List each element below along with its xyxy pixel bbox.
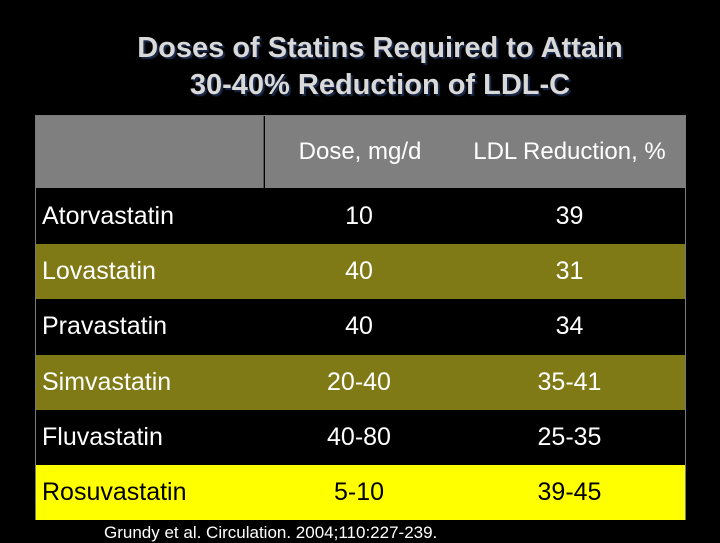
table-row: Simvastatin 20-40 35-41 — [36, 354, 685, 410]
drug-name-cell: Atorvastatin — [42, 202, 175, 231]
table-row: Fluvastatin 40-80 25-35 — [36, 409, 685, 465]
dose-cell: 40 — [345, 257, 373, 286]
slide-title: Doses of Statins Required to Attain 30-4… — [0, 30, 720, 104]
statin-dose-table: Dose, mg/d LDL Reduction, % Atorvastatin… — [35, 115, 686, 521]
dose-cell: 40 — [345, 312, 373, 341]
title-line-1: Doses of Statins Required to Attain — [137, 32, 623, 64]
table-row: Lovastatin 40 31 — [36, 244, 685, 300]
dose-cell: 10 — [345, 202, 373, 231]
header-dose: Dose, mg/d — [264, 116, 455, 188]
title-line-2: 30-40% Reduction of LDL-C — [189, 69, 571, 101]
ldl-reduction-cell: 39-45 — [537, 478, 602, 507]
drug-name-cell: Rosuvastatin — [42, 478, 187, 507]
header-ldl-reduction: LDL Reduction, % — [454, 116, 685, 188]
ldl-reduction-cell: 25-35 — [537, 422, 602, 451]
drug-name-cell: Lovastatin — [42, 257, 156, 286]
table-row: Atorvastatin 10 39 — [36, 189, 685, 245]
dose-cell: 40-80 — [327, 422, 391, 451]
ldl-reduction-cell: 39 — [555, 202, 584, 231]
header-blank-cell — [36, 116, 264, 188]
table-row: Pravastatin 40 34 — [36, 299, 685, 355]
dose-cell: 5-10 — [333, 478, 385, 507]
ldl-reduction-cell: 35-41 — [537, 367, 602, 396]
ldl-reduction-cell: 31 — [555, 257, 584, 286]
dose-cell: 20-40 — [327, 367, 391, 396]
citation: Grundy et al. Circulation. 2004;110:227-… — [104, 523, 438, 542]
drug-name-cell: Pravastatin — [42, 312, 168, 341]
drug-name-cell: Fluvastatin — [42, 422, 163, 451]
drug-name-cell: Simvastatin — [42, 367, 172, 396]
table-header-row: Dose, mg/d LDL Reduction, % — [36, 116, 685, 188]
table-row: Rosuvastatin 5-10 39-45 — [36, 465, 685, 521]
ldl-reduction-cell: 34 — [555, 312, 584, 341]
